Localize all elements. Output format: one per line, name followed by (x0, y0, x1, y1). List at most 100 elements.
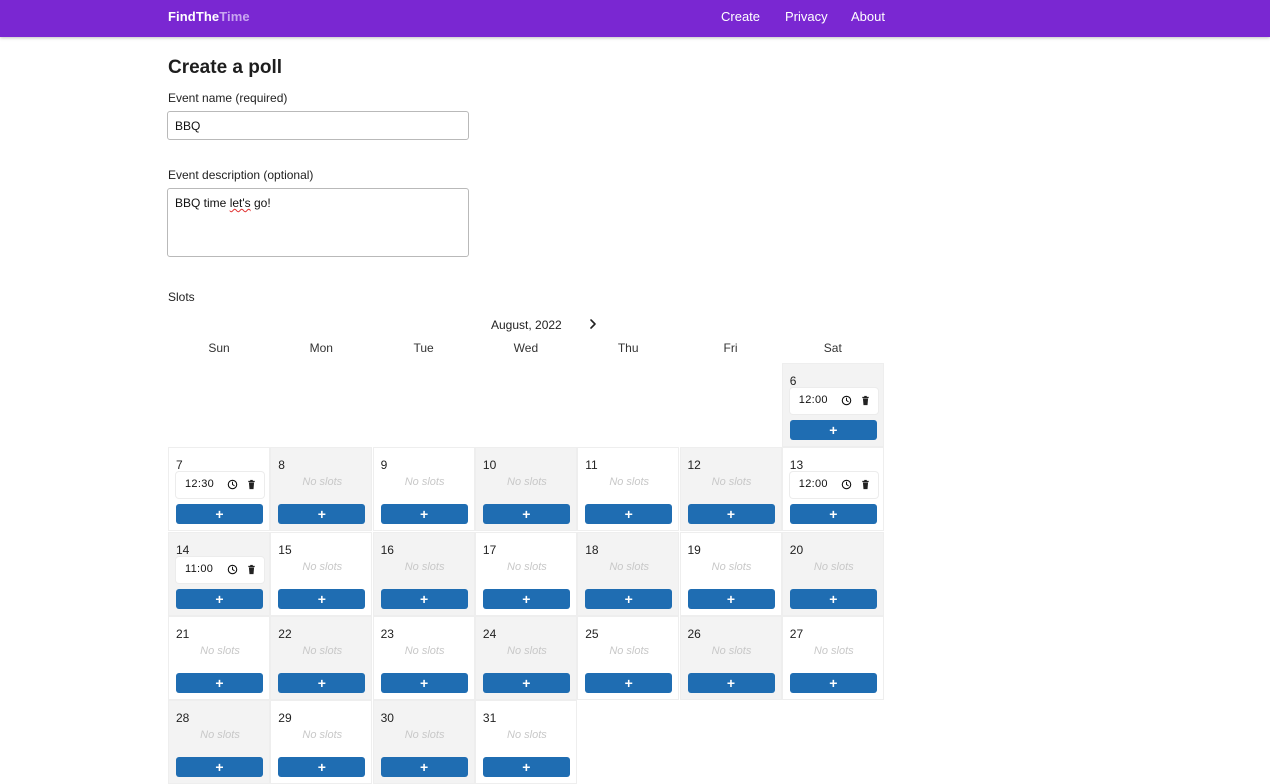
calendar-day-cell: 12 No slots + (679, 447, 782, 531)
calendar-day-cell: 29 No slots + (270, 700, 373, 784)
time-slot[interactable]: 12:00 (789, 388, 878, 414)
day-number: 17 (482, 543, 497, 557)
slot-time-value[interactable]: 12:00 (798, 394, 828, 406)
calendar-day-cell: 24 No slots + (474, 616, 577, 700)
no-slots-text: No slots (711, 476, 752, 488)
add-slot-button[interactable]: + (585, 504, 673, 524)
no-slots-text: No slots (302, 561, 343, 573)
no-slots-text: No slots (711, 645, 752, 657)
add-slot-button[interactable]: + (380, 673, 468, 693)
trash-icon[interactable] (860, 479, 871, 490)
add-slot-button[interactable]: + (380, 504, 468, 524)
add-slot-button[interactable]: + (585, 589, 673, 609)
slot-time-value[interactable]: 12:00 (798, 478, 828, 490)
weekday-tue: Tue (413, 341, 434, 355)
no-slots-text: No slots (200, 729, 240, 741)
clock-icon[interactable] (227, 479, 238, 490)
clock-icon[interactable] (841, 395, 852, 406)
calendar-day-cell: 19 No slots + (679, 532, 782, 616)
trash-icon[interactable] (860, 395, 871, 406)
slot-time-value[interactable]: 12:30 (185, 478, 215, 490)
no-slots-text: No slots (813, 561, 854, 573)
no-slots-text: No slots (507, 729, 547, 741)
day-number: 20 (789, 543, 804, 557)
day-number: 26 (687, 627, 701, 641)
add-slot-button[interactable]: + (482, 673, 570, 693)
calendar-day-cell: 23 No slots + (372, 616, 475, 700)
day-number: 19 (687, 543, 701, 557)
time-slot[interactable]: 11:00 (176, 557, 264, 583)
add-slot-button[interactable]: + (278, 673, 366, 693)
add-slot-button[interactable]: + (687, 504, 775, 524)
add-slot-button[interactable]: + (380, 589, 468, 609)
add-slot-button[interactable]: + (176, 504, 263, 524)
weekday-wed: Wed (513, 341, 539, 355)
day-number: 24 (482, 627, 497, 641)
day-number: 8 (278, 458, 285, 472)
day-number: 12 (687, 458, 701, 472)
slot-time-value[interactable]: 11:00 (185, 563, 214, 575)
brand-part-2: Time (219, 9, 250, 24)
calendar-day-cell: 25 No slots + (577, 616, 680, 700)
clock-icon[interactable] (227, 564, 238, 575)
day-number: 25 (585, 627, 599, 641)
add-slot-button[interactable]: + (687, 589, 775, 609)
calendar-day-cell: 10 No slots + (474, 447, 577, 531)
nav-link-create[interactable]: Create (721, 9, 761, 24)
trash-icon[interactable] (246, 479, 257, 490)
add-slot-button[interactable]: + (789, 673, 877, 693)
day-number: 18 (585, 543, 599, 557)
calendar-day-cell: 30 No slots + (372, 700, 475, 784)
no-slots-text: No slots (507, 476, 547, 488)
brand-part-1: FindThe (168, 9, 220, 24)
time-slot[interactable]: 12:00 (789, 472, 878, 498)
add-slot-button[interactable]: + (789, 589, 877, 609)
next-month-button[interactable] (586, 317, 600, 331)
time-slot[interactable]: 12:30 (176, 472, 264, 498)
event-name-input[interactable] (167, 111, 469, 140)
day-number: 7 (176, 458, 183, 472)
add-slot-button[interactable]: + (687, 673, 775, 693)
clock-icon[interactable] (841, 479, 852, 490)
page-title: Create a poll (168, 57, 283, 78)
weekday-mon: Mon (309, 341, 333, 355)
trash-icon[interactable] (246, 564, 257, 575)
calendar-day-cell: 17 No slots + (474, 532, 577, 616)
add-slot-button[interactable]: + (278, 589, 366, 609)
day-number: 13 (789, 458, 804, 472)
brand-logo[interactable]: FindTheTime (168, 9, 250, 24)
event-description-textarea[interactable]: BBQ time let's go! (167, 188, 469, 257)
no-slots-text: No slots (404, 729, 445, 741)
weekday-thu: Thu (617, 341, 639, 355)
no-slots-text: No slots (711, 561, 752, 573)
day-number: 15 (278, 543, 292, 557)
day-number: 31 (482, 711, 497, 725)
add-slot-button[interactable]: + (789, 420, 877, 440)
day-number: 27 (789, 627, 804, 641)
no-slots-text: No slots (302, 729, 343, 741)
add-slot-button[interactable]: + (482, 589, 570, 609)
nav-link-privacy[interactable]: Privacy (785, 9, 828, 24)
add-slot-button[interactable]: + (789, 504, 877, 524)
no-slots-text: No slots (302, 645, 343, 657)
add-slot-button[interactable]: + (482, 757, 570, 777)
day-number: 14 (176, 543, 190, 557)
day-number: 10 (482, 458, 497, 472)
add-slot-button[interactable]: + (176, 673, 263, 693)
add-slot-button[interactable]: + (278, 504, 366, 524)
add-slot-button[interactable]: + (176, 589, 263, 609)
add-slot-button[interactable]: + (482, 504, 570, 524)
add-slot-button[interactable]: + (278, 757, 366, 777)
no-slots-text: No slots (609, 645, 650, 657)
calendar-day-cell: 11 No slots + (577, 447, 680, 531)
add-slot-button[interactable]: + (380, 757, 468, 777)
add-slot-button[interactable]: + (176, 757, 263, 777)
nav-link-about[interactable]: About (851, 9, 885, 24)
calendar-day-cell: 7 12:30 + (168, 447, 270, 531)
calendar-day-cell: 6 12:00 + (781, 363, 884, 447)
add-slot-button[interactable]: + (585, 673, 673, 693)
no-slots-text: No slots (404, 561, 445, 573)
calendar-day-cell: 21 No slots + (168, 616, 270, 700)
day-number: 16 (380, 543, 394, 557)
no-slots-text: No slots (404, 476, 445, 488)
